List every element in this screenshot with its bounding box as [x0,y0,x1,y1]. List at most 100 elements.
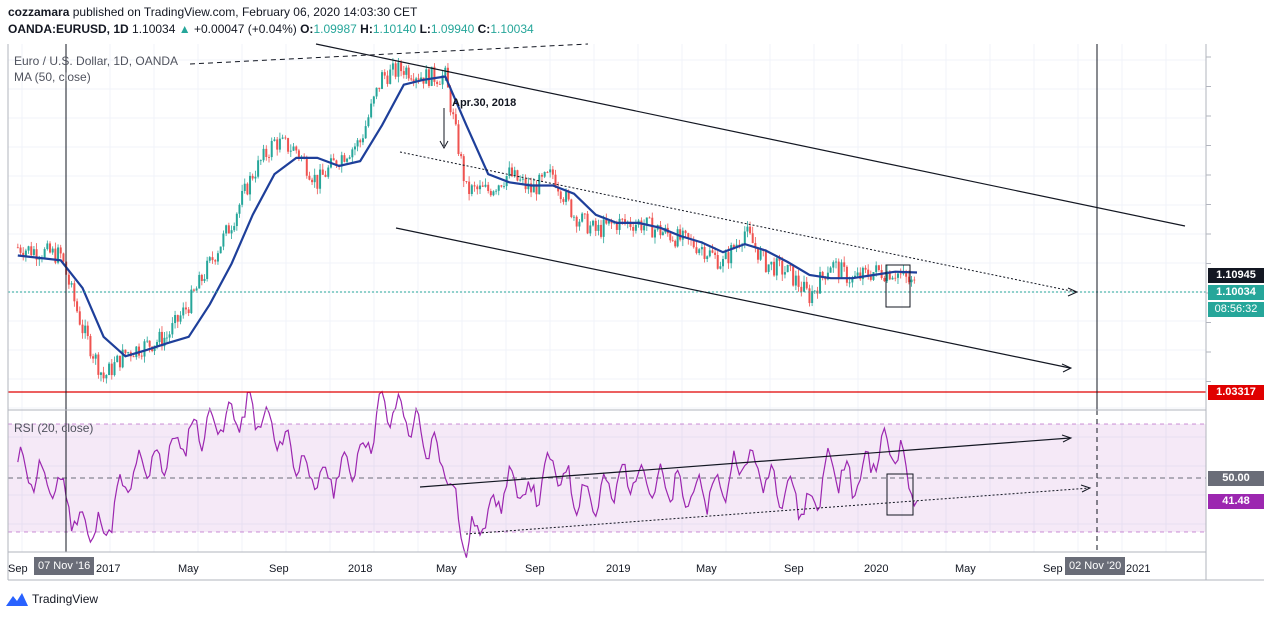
candle-body [108,363,111,376]
candle-body [687,233,690,239]
candle-body [794,275,797,286]
candle-body [714,252,717,255]
candle-body [353,146,356,150]
candle-body [233,226,236,231]
candle-body [659,225,662,236]
candle-body [92,356,95,359]
candle-body [754,243,757,249]
candle-body [407,67,410,79]
candle-body [59,247,62,254]
candle-body [389,69,392,84]
candle-body [335,160,338,166]
candle-body [405,67,408,75]
candle-body [492,191,495,196]
candle-body [679,229,682,240]
candle-body [837,261,840,278]
candle-body [648,217,651,219]
x-tick-label: Sep [525,563,545,575]
candle-body [589,225,592,234]
candle-body [681,230,684,240]
candle-body [148,340,151,347]
candle-body [535,184,538,195]
candle-body [781,260,784,275]
candle-body [86,325,89,337]
candle-body [348,157,351,159]
candle-body [521,178,524,180]
x-tick-label: Sep [269,563,289,575]
candle-body [32,249,35,256]
ma-line [17,75,918,358]
candle-body [51,248,54,253]
x-tick-label: 2018 [348,563,373,575]
ma-title: MA (50, close) [14,70,91,84]
candle-body [49,243,52,253]
candle-body [896,273,899,278]
candle-body [468,181,471,195]
tradingview-footer[interactable]: TradingView [6,592,98,606]
candle-body [190,289,193,314]
candle-body [378,87,381,89]
candle-body [116,355,119,363]
candle-body [495,190,498,192]
candle-body [184,307,187,310]
candle-body [206,260,209,279]
candle-body [848,282,851,284]
author-name: cozzamara [8,5,70,19]
candle-body [313,174,316,183]
candle-body [316,174,319,189]
candle-body [361,138,364,143]
candle-body [549,169,552,173]
x-tick-label: 2020 [864,563,889,575]
price-axis-ticks [1206,56,1211,382]
candle-body [292,146,295,151]
candle-body [400,62,403,72]
candle-body [454,114,457,125]
rsi-upper-arrow-icon [1061,434,1073,443]
candle-body [546,172,549,173]
candle-body [562,199,565,202]
candle-body [394,63,397,77]
candle-body [343,155,346,162]
candle-body [829,267,832,273]
candle-body [634,224,637,231]
candle-body [230,230,233,234]
candle-body [789,264,792,267]
candle-body [113,362,116,376]
candle-body [567,191,570,200]
candle-body [73,283,76,302]
candle-body [238,204,241,214]
candle-body [324,174,327,177]
candle-body [195,288,198,291]
candle-body [243,183,246,191]
candle-body [597,224,600,231]
candle-body [732,245,735,249]
candle-body [22,252,25,257]
brand-name: TradingView [32,592,99,606]
candle-body [821,271,824,277]
candle-body [700,247,703,250]
candle-body [819,271,822,294]
candle-body [883,277,886,282]
candle-body [270,140,273,158]
candle-body [511,167,514,177]
candle-body [251,175,254,179]
candle-body [351,149,354,158]
candle-body [527,183,530,190]
rsi-line [17,390,918,558]
candle-body [684,230,687,234]
candle-body [327,167,330,177]
close-label: C: [477,22,491,36]
candle-body [19,247,22,253]
candle-body [287,138,290,152]
channel-upper-line [315,43,1186,227]
candle-body [16,247,19,249]
candle-body [500,185,503,187]
candle-body [543,172,546,177]
candle-body [386,75,389,84]
candle-body [661,232,664,236]
candle-body [35,249,38,260]
candle-body [84,325,87,334]
candle-body [425,69,428,84]
candle-body [516,170,519,181]
